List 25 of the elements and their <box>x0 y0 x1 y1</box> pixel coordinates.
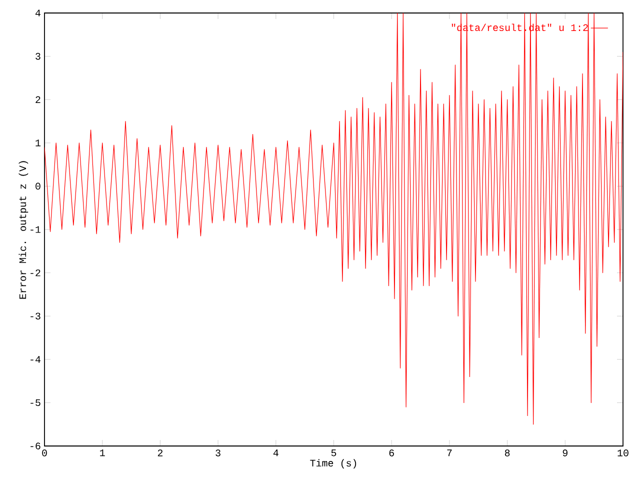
y-tick-label: -2 <box>30 269 40 276</box>
y-tick-label: 0 <box>36 182 40 190</box>
x-tick-label: 10 <box>618 450 628 456</box>
x-tick-label: 9 <box>562 450 568 456</box>
y-tick-label: 3 <box>36 52 40 60</box>
y-axis-title: Error Mic. output z (V) <box>18 161 28 299</box>
x-tick-label: 5 <box>331 450 336 456</box>
line-series <box>44 13 624 425</box>
y-tick-label: -5 <box>30 399 40 406</box>
x-tick-label: 7 <box>447 450 452 456</box>
y-tick-label: 1 <box>36 140 40 146</box>
x-tick-label: 3 <box>216 450 220 456</box>
y-tick-label: -3 <box>30 312 40 320</box>
x-tick-label: 8 <box>504 450 510 456</box>
x-tick-label: 2 <box>158 450 163 456</box>
y-tick-label: 2 <box>36 96 40 103</box>
y-tick-label: -1 <box>30 226 40 233</box>
y-tick-label: -6 <box>30 442 40 450</box>
y-tick-label: -4 <box>30 356 40 363</box>
x-tick-label: 1 <box>100 450 105 456</box>
x-tick-label: 6 <box>389 450 394 456</box>
x-axis-title: Time (s) <box>310 459 356 469</box>
x-tick-label: 4 <box>273 450 278 456</box>
x-tick-label: 0 <box>42 450 47 456</box>
y-tick-label: 4 <box>35 10 40 16</box>
